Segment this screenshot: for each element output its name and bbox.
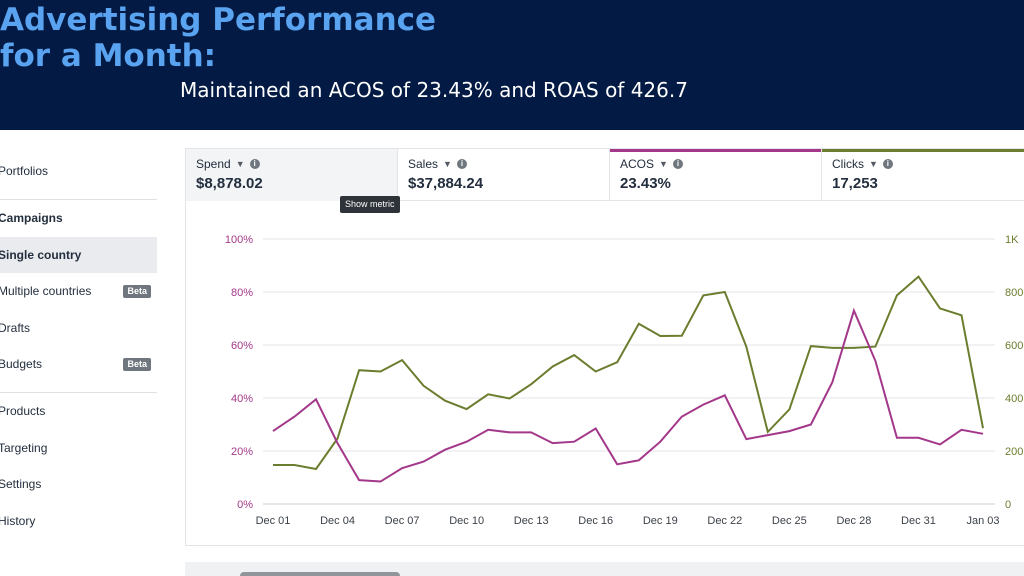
x-axis-ticks: Dec 01 Dec 04 Dec 07 Dec 10 Dec 13 Dec 16 Dec … [256, 515, 1000, 527]
sidebar-item-label: Portfolios [0, 164, 49, 178]
sidebar-divider [0, 199, 157, 200]
left-axis-ticks: 0% 20% 40% 60% 80% 100% [225, 234, 253, 511]
performance-panel: Spend ▼ i $8,878.02 Sales ▼ i $37,884.24 ACO… [185, 148, 1024, 546]
x-axis-tick-label: Dec 01 [256, 515, 291, 527]
info-icon[interactable]: i [249, 159, 260, 169]
x-axis-tick-label: Dec 25 [772, 515, 807, 527]
sidebar-item-portfolios[interactable]: Portfolios [0, 153, 157, 189]
sidebar-item-label: Targeting [0, 441, 48, 455]
header-banner: Advertising Performance for a Month: Mai… [0, 0, 1024, 130]
footer-scroll-handle[interactable] [240, 572, 400, 576]
sidebar-item-label: Budgets [0, 357, 43, 371]
metric-tiles: Spend ▼ i $8,878.02 Sales ▼ i $37,884.24 ACO… [186, 149, 1024, 201]
left-axis-tick-label: 20% [231, 446, 253, 458]
right-axis-tick-label: 400 [1005, 393, 1023, 405]
x-axis-tick-label: Jan 03 [966, 515, 999, 527]
clicks-color-bar [822, 149, 1024, 152]
sidebar-item-label: Products [0, 404, 46, 418]
chevron-down-icon[interactable]: ▼ [443, 159, 452, 169]
clicks-series-line [273, 275, 984, 471]
chevron-down-icon[interactable]: ▼ [235, 159, 245, 169]
metric-name: Spend [196, 157, 231, 171]
sidebar-item-history[interactable]: History [0, 503, 157, 539]
sidebar-item-single-country[interactable]: Single country [0, 237, 157, 273]
metric-name: Sales [408, 157, 439, 171]
sidebar-divider [0, 392, 157, 393]
performance-line-chart: 0% 20% 40% 60% 80% 100% 0 200 400 600 800 1K Dec 0… [225, 234, 1024, 527]
info-icon[interactable]: i [882, 159, 893, 169]
x-axis-tick-label: Dec 19 [643, 515, 678, 527]
metric-value: $8,878.02 [196, 175, 263, 192]
metric-name: ACOS [620, 157, 655, 171]
metric-value: 17,253 [832, 175, 878, 192]
metric-tile-acos[interactable]: ACOS ▼ i 23.43% [610, 149, 822, 201]
left-axis-tick-label: 100% [225, 234, 253, 246]
beta-badge: Beta [123, 358, 151, 371]
info-icon[interactable]: i [456, 159, 467, 169]
x-axis-tick-label: Dec 10 [449, 515, 484, 527]
acos-series-line [272, 307, 984, 483]
right-axis-tick-label: 1K [1005, 234, 1019, 246]
sidebar-item-targeting[interactable]: Targeting [0, 430, 157, 466]
acos-color-bar [610, 149, 821, 152]
x-axis-tick-label: Dec 28 [836, 515, 871, 527]
sidebar-item-budgets[interactable]: Budgets Beta [0, 346, 157, 382]
x-axis-tick-label: Dec 13 [514, 515, 549, 527]
chevron-down-icon[interactable]: ▼ [659, 159, 668, 169]
sidebar-item-label: History [0, 514, 36, 528]
x-axis-tick-label: Dec 07 [385, 515, 420, 527]
left-axis-tick-label: 60% [231, 340, 253, 352]
sidebar-item-multiple-countries[interactable]: Multiple countries Beta [0, 273, 157, 309]
sidebar-item-products[interactable]: Products [0, 393, 157, 429]
x-axis-tick-label: Dec 04 [320, 515, 355, 527]
x-axis-tick-label: Dec 31 [901, 515, 936, 527]
metric-value: 23.43% [620, 175, 671, 192]
sidebar-item-label: Drafts [0, 321, 31, 335]
right-axis-ticks: 0 200 400 600 800 1K [1005, 234, 1023, 511]
beta-badge: Beta [123, 285, 151, 298]
right-axis-tick-label: 800 [1005, 287, 1023, 299]
sidebar-item-settings[interactable]: Settings [0, 466, 157, 502]
chevron-down-icon[interactable]: ▼ [869, 159, 878, 169]
chart-grid [263, 238, 995, 505]
sidebar-item-label: Settings [0, 477, 42, 491]
banner-title: Advertising Performance for a Month: [0, 2, 437, 74]
sidebar-item-label: Campaigns [0, 211, 63, 225]
metric-value: $37,884.24 [408, 175, 484, 192]
x-axis-tick-label: Dec 16 [578, 515, 613, 527]
sidebar-nav: Portfolios Campaigns Single country Mult… [0, 130, 162, 576]
metric-tile-sales[interactable]: Sales ▼ i $37,884.24 [398, 149, 610, 201]
metric-tile-clicks[interactable]: Clicks ▼ i 17,253 [822, 149, 1024, 201]
left-axis-tick-label: 0% [237, 499, 253, 511]
right-axis-tick-label: 600 [1005, 340, 1023, 352]
x-axis-tick-label: Dec 22 [707, 515, 742, 527]
show-metric-tooltip: Show metric [340, 196, 400, 213]
sidebar-item-campaigns[interactable]: Campaigns [0, 200, 157, 236]
right-axis-tick-label: 200 [1005, 446, 1023, 458]
right-axis-tick-label: 0 [1005, 499, 1011, 511]
left-axis-tick-label: 80% [231, 287, 253, 299]
sidebar-item-label: Multiple countries [0, 284, 92, 298]
banner-subtitle: Maintained an ACOS of 23.43% and ROAS of… [180, 78, 688, 102]
sidebar-item-label: Single country [0, 248, 82, 262]
sidebar-item-drafts[interactable]: Drafts [0, 310, 157, 346]
metric-tile-spend[interactable]: Spend ▼ i $8,878.02 [186, 149, 398, 201]
info-icon[interactable]: i [672, 159, 683, 169]
left-axis-tick-label: 40% [231, 393, 253, 405]
metric-name: Clicks [832, 157, 864, 171]
